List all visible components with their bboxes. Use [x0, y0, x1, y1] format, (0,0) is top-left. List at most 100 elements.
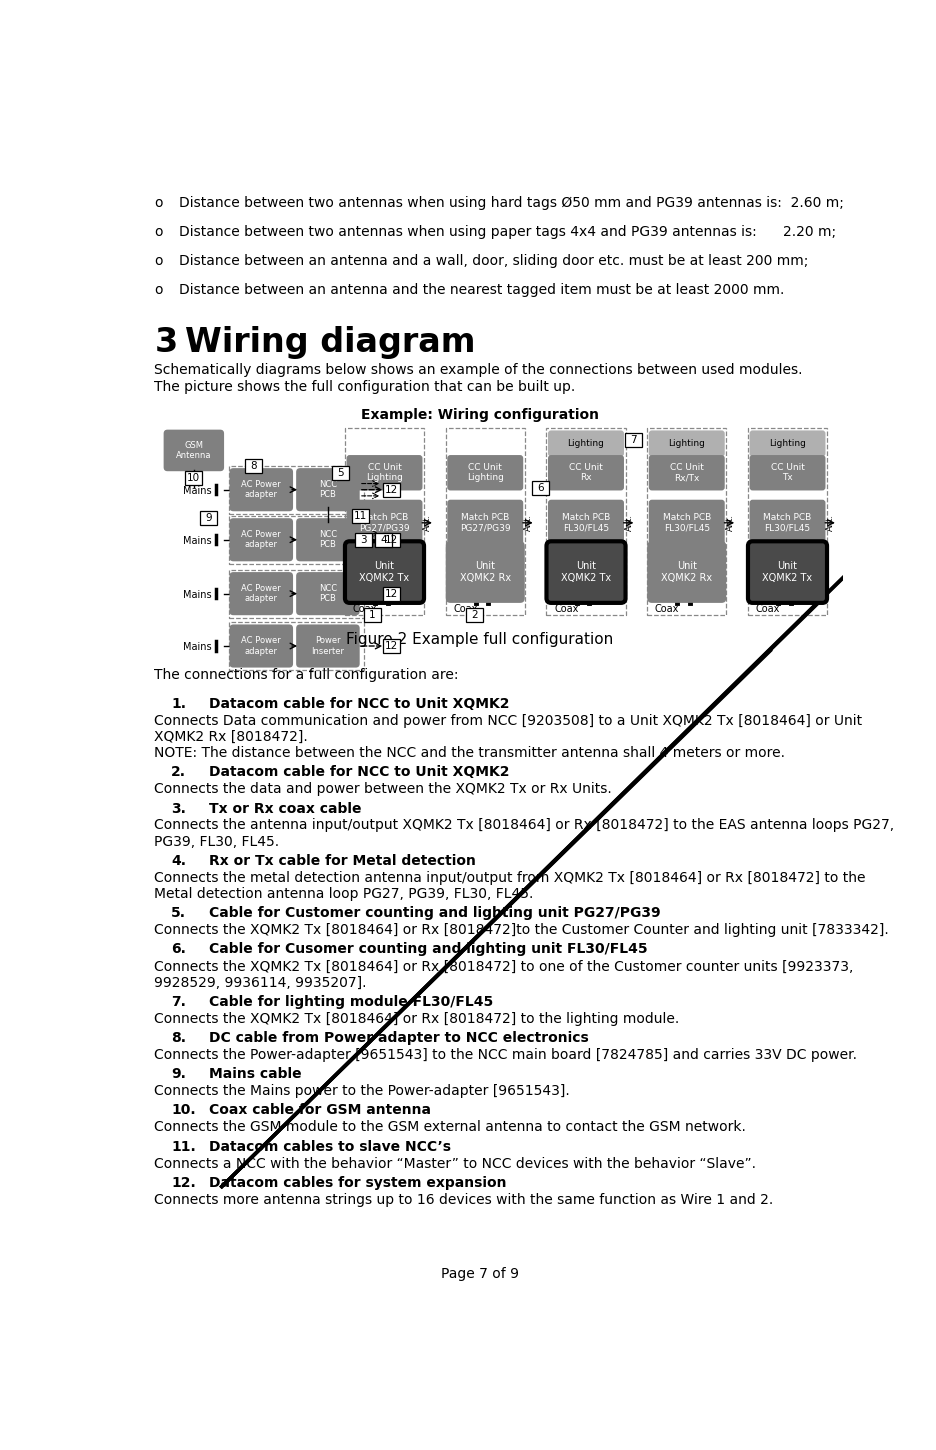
Text: Distance between an antenna and a wall, door, sliding door etc. must be at least: Distance between an antenna and a wall, … — [179, 254, 808, 268]
Text: AC Power
adapter: AC Power adapter — [241, 480, 281, 499]
Text: 12: 12 — [385, 641, 398, 651]
Bar — [363, 609, 380, 622]
Text: 6.: 6. — [171, 942, 186, 957]
Text: CC Unit
Rx/Tx: CC Unit Rx/Tx — [669, 463, 703, 483]
Text: Connects the antenna input/output XQMK2 Tx [8018464] or Rx [8018472] to the EAS : Connects the antenna input/output XQMK2 … — [154, 818, 894, 832]
Text: NCC
PCB: NCC PCB — [318, 480, 337, 499]
Bar — [546, 428, 625, 615]
Text: 2.: 2. — [171, 766, 186, 779]
Text: 9.: 9. — [171, 1067, 186, 1082]
Text: The connections for a full configuration are:: The connections for a full configuration… — [154, 667, 459, 681]
Bar — [383, 483, 400, 497]
Text: 9: 9 — [205, 513, 212, 523]
Text: Datacom cables for system expansion: Datacom cables for system expansion — [209, 1176, 505, 1190]
Text: Connects the XQMK2 Tx [8018464] or Rx [8018472] to the lighting module.: Connects the XQMK2 Tx [8018464] or Rx [8… — [154, 1012, 679, 1025]
Text: Schematically diagrams below shows an example of the connections between used mo: Schematically diagrams below shows an ex… — [154, 364, 802, 377]
Text: 4: 4 — [380, 535, 387, 545]
Text: o: o — [154, 283, 163, 297]
Text: Cable for lighting module FL30/FL45: Cable for lighting module FL30/FL45 — [209, 995, 492, 1009]
Text: Ant.: Ant. — [724, 515, 734, 531]
Text: Mains: Mains — [183, 642, 212, 652]
Text: PG39, FL30, FL45.: PG39, FL30, FL45. — [154, 835, 279, 848]
Text: Connects a NCC with the behavior “Master” to NCC devices with the behavior “Slav: Connects a NCC with the behavior “Master… — [154, 1157, 755, 1170]
Text: Lighting: Lighting — [567, 439, 604, 448]
FancyBboxPatch shape — [647, 541, 725, 603]
Text: 12: 12 — [385, 484, 398, 494]
Text: Mains: Mains — [183, 536, 212, 545]
Bar — [352, 509, 369, 523]
Text: Ant.: Ant. — [523, 515, 533, 531]
Text: Unit
XQMK2 Rx: Unit XQMK2 Rx — [661, 561, 711, 583]
Text: Unit
XQMK2 Tx: Unit XQMK2 Tx — [561, 561, 610, 583]
Text: Page 7 of 9: Page 7 of 9 — [440, 1267, 519, 1282]
Text: AC Power
adapter: AC Power adapter — [241, 637, 281, 655]
Text: Connects more antenna strings up to 16 devices with the same function as Wire 1 : Connects more antenna strings up to 16 d… — [154, 1193, 773, 1206]
FancyBboxPatch shape — [346, 455, 422, 490]
Text: 4.: 4. — [171, 854, 186, 869]
Text: Coax: Coax — [654, 605, 679, 615]
Text: Connects the Mains power to the Power-adapter [9651543].: Connects the Mains power to the Power-ad… — [154, 1085, 569, 1098]
Text: Lighting: Lighting — [667, 439, 705, 448]
Text: Coax: Coax — [352, 605, 376, 615]
Text: NOTE: The distance between the NCC and the transmitter antenna shall 4 meters or: NOTE: The distance between the NCC and t… — [154, 747, 784, 760]
Text: 7: 7 — [629, 435, 636, 445]
Text: Coax cable for GSM antenna: Coax cable for GSM antenna — [209, 1103, 431, 1118]
Text: Mains: Mains — [183, 590, 212, 600]
Text: GSM
Antenna: GSM Antenna — [176, 441, 212, 460]
FancyBboxPatch shape — [648, 431, 724, 457]
FancyBboxPatch shape — [446, 500, 522, 545]
Text: NCC
PCB: NCC PCB — [318, 531, 337, 550]
FancyBboxPatch shape — [747, 541, 826, 603]
Text: Rx or Tx cable for Metal detection: Rx or Tx cable for Metal detection — [209, 854, 475, 869]
Text: Cable for Customer counting and lighting unit PG27/PG39: Cable for Customer counting and lighting… — [209, 906, 660, 921]
Text: 5: 5 — [337, 468, 344, 477]
Text: Mains cable: Mains cable — [209, 1067, 300, 1082]
Text: Coax: Coax — [453, 605, 477, 615]
Text: 11.: 11. — [171, 1140, 196, 1154]
FancyBboxPatch shape — [229, 625, 293, 667]
Bar — [244, 458, 262, 473]
Text: The picture shows the full configuration that can be built up.: The picture shows the full configuration… — [154, 380, 575, 394]
Text: Match PCB
FL30/FL45: Match PCB FL30/FL45 — [562, 513, 609, 532]
Text: Ant.: Ant. — [624, 515, 634, 531]
FancyBboxPatch shape — [446, 541, 524, 603]
Bar — [383, 532, 400, 547]
Bar — [446, 428, 524, 615]
Bar — [228, 465, 363, 513]
Text: Connects the data and power between the XQMK2 Tx or Rx Units.: Connects the data and power between the … — [154, 783, 611, 796]
Text: 9928529, 9936114, 9935207].: 9928529, 9936114, 9935207]. — [154, 976, 366, 989]
Text: DC cable from Power adapter to NCC electronics: DC cable from Power adapter to NCC elect… — [209, 1031, 588, 1045]
Text: CC Unit
Lighting: CC Unit Lighting — [466, 463, 504, 483]
Text: 5.: 5. — [171, 906, 186, 921]
Bar — [331, 465, 348, 480]
Bar — [228, 622, 363, 670]
Text: CC Unit
Tx: CC Unit Tx — [769, 463, 804, 483]
Text: 3: 3 — [154, 326, 178, 360]
Text: Power
Inserter: Power Inserter — [311, 637, 344, 655]
Text: Connects the GSM module to the GSM external antenna to contact the GSM network.: Connects the GSM module to the GSM exter… — [154, 1121, 745, 1134]
Bar — [465, 609, 482, 622]
Text: o: o — [154, 196, 163, 210]
Bar — [647, 428, 725, 615]
Text: Figure 2 Example full configuration: Figure 2 Example full configuration — [345, 632, 613, 647]
Text: Connects the Power-adapter [9651543] to the NCC main board [7824785] and carries: Connects the Power-adapter [9651543] to … — [154, 1048, 856, 1061]
Text: 6: 6 — [536, 483, 543, 493]
Text: o: o — [154, 225, 163, 239]
FancyBboxPatch shape — [296, 518, 359, 561]
Text: Match PCB
FL30/FL45: Match PCB FL30/FL45 — [662, 513, 710, 532]
FancyBboxPatch shape — [548, 455, 623, 490]
Text: CC Unit
Lighting: CC Unit Lighting — [366, 463, 402, 483]
Text: 8: 8 — [250, 461, 256, 471]
Text: Wiring diagram: Wiring diagram — [185, 326, 475, 360]
Text: Lighting: Lighting — [768, 439, 805, 448]
Text: Ant.: Ant. — [826, 515, 835, 531]
FancyBboxPatch shape — [344, 541, 424, 603]
FancyBboxPatch shape — [648, 455, 724, 490]
Bar — [200, 512, 217, 525]
Text: 2: 2 — [471, 610, 477, 621]
Text: 10: 10 — [187, 473, 200, 483]
Text: 8.: 8. — [171, 1031, 186, 1045]
FancyBboxPatch shape — [296, 573, 359, 615]
Text: Unit
XQMK2 Rx: Unit XQMK2 Rx — [460, 561, 510, 583]
Text: 3.: 3. — [171, 802, 186, 815]
